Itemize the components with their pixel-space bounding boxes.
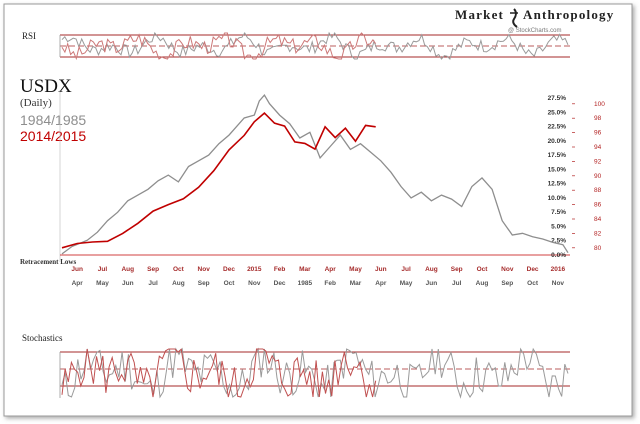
x-tick-label: Mar: [350, 280, 362, 287]
brand-anthropology: Anthropology: [523, 7, 614, 22]
right-tick-label: 80: [594, 245, 602, 252]
x-tick-label: Oct: [477, 266, 489, 273]
x-tick-label: Aug: [425, 266, 438, 273]
left-tick-label: 2.5%: [551, 238, 566, 245]
axes: [59, 90, 570, 262]
x-tick-label: Mar: [299, 266, 311, 273]
right-tick-label: 88: [594, 187, 602, 194]
stockcharts-credit: @ StockCharts.com: [508, 28, 561, 34]
x-tick-label: Dec: [274, 280, 286, 287]
stochastics-panel: [59, 347, 570, 399]
retracement-lows-annotation: Retracement Lows: [20, 258, 76, 266]
x-tick-label: Nov: [552, 280, 565, 287]
x-tick-label: May: [349, 266, 362, 273]
x-tick-label: Nov: [198, 266, 211, 273]
x-tick-label: Jun: [375, 266, 387, 273]
right-tick-label: 82: [594, 230, 602, 237]
x-tick-label: Jul: [98, 266, 108, 273]
x-tick-label: 1985: [298, 280, 313, 287]
x-tick-label: May: [400, 280, 413, 287]
left-tick-label: 15.0%: [548, 166, 567, 173]
x-tick-label: Oct: [173, 266, 185, 273]
brand-market: Market: [455, 7, 504, 22]
legend-1984-1985: 1984/1985: [20, 112, 86, 128]
legend-2014-2015: 2014/2015: [20, 128, 86, 144]
left-tick-label: 12.5%: [548, 181, 567, 188]
right-tick-label: 84: [594, 216, 602, 223]
right-axis: 80 82 84 86 88 90 92 94 96 98 100: [572, 101, 605, 252]
x-tick-label: Jun: [71, 266, 83, 273]
x-tick-label: Oct: [224, 280, 236, 287]
x-tick-label: Sep: [501, 280, 513, 287]
left-tick-label: 0.0%: [551, 252, 566, 259]
left-tick-label: 7.5%: [551, 209, 566, 216]
right-tick-label: 92: [594, 158, 602, 165]
x-tick-label: Sep: [451, 266, 463, 273]
brand-logo-icon: [510, 8, 518, 28]
right-tick-label: 100: [594, 101, 605, 108]
x-tick-label: 2015: [247, 266, 262, 273]
left-tick-label: 25.0%: [548, 109, 567, 116]
x-tick-label: Jun: [122, 280, 134, 287]
series-line-1984-1985: [61, 93, 569, 255]
x-tick-label: May: [96, 280, 109, 287]
right-tick-label: 98: [594, 115, 602, 122]
chart-title: USDX: [20, 76, 72, 97]
right-tick-label: 96: [594, 130, 602, 137]
x-tick-label: Oct: [527, 280, 539, 287]
chart-subtitle: (Daily): [20, 97, 52, 109]
rsi-panel: [59, 31, 570, 61]
stochastics-line-1984-1985: [61, 347, 569, 399]
x-tick-label: Sep: [198, 280, 210, 287]
x-tick-label: Jul: [452, 280, 462, 287]
x-tick-label: Feb: [274, 266, 286, 273]
right-tick-label: 94: [594, 144, 602, 151]
x-axis-1984-1985: Apr May Jun Jul Aug Sep Oct Nov Dec 1985 Feb Mar Apr…: [72, 280, 565, 287]
x-tick-label: Aug: [172, 280, 185, 287]
x-tick-label: Jun: [426, 280, 438, 287]
x-tick-label: Apr: [72, 280, 84, 287]
x-tick-label: Nov: [501, 266, 514, 273]
left-tick-label: 10.0%: [548, 195, 567, 202]
x-tick-label: Jul: [401, 266, 411, 273]
rsi-line-2014-2015: [61, 32, 377, 61]
x-tick-label: Nov: [248, 280, 261, 287]
x-tick-label: Dec: [223, 266, 235, 273]
rsi-label: RSI: [22, 31, 36, 41]
x-axis-2014-2015: Jun Jul Aug Sep Oct Nov Dec 2015 Feb Mar Apr May Jun…: [71, 266, 565, 273]
x-tick-label: 2016: [551, 266, 566, 273]
right-tick-label: 90: [594, 173, 602, 180]
stochastics-line-2014-2015: [61, 348, 377, 398]
x-tick-label: Feb: [324, 280, 336, 287]
left-tick-label: 22.5%: [548, 124, 567, 131]
series-line-2014-2015: [61, 112, 376, 249]
x-tick-label: Jul: [148, 280, 158, 287]
left-axis: 0.0% 2.5% 5.0% 7.5% 10.0% 12.5% 15.0% 17.5% 20.0…: [548, 95, 567, 259]
x-tick-label: Aug: [121, 266, 134, 273]
left-tick-label: 17.5%: [548, 152, 567, 159]
x-tick-label: Dec: [527, 266, 539, 273]
left-tick-label: 27.5%: [548, 95, 567, 102]
x-tick-label: Apr: [375, 280, 387, 287]
x-tick-label: Apr: [325, 266, 337, 273]
left-tick-label: 20.0%: [548, 138, 567, 145]
chart-border: [3, 3, 633, 417]
x-tick-label: Aug: [476, 280, 489, 287]
stochastics-label: Stochastics: [22, 333, 63, 343]
x-tick-label: Sep: [147, 266, 159, 273]
right-tick-label: 86: [594, 202, 602, 209]
left-tick-label: 5.0%: [551, 224, 566, 231]
